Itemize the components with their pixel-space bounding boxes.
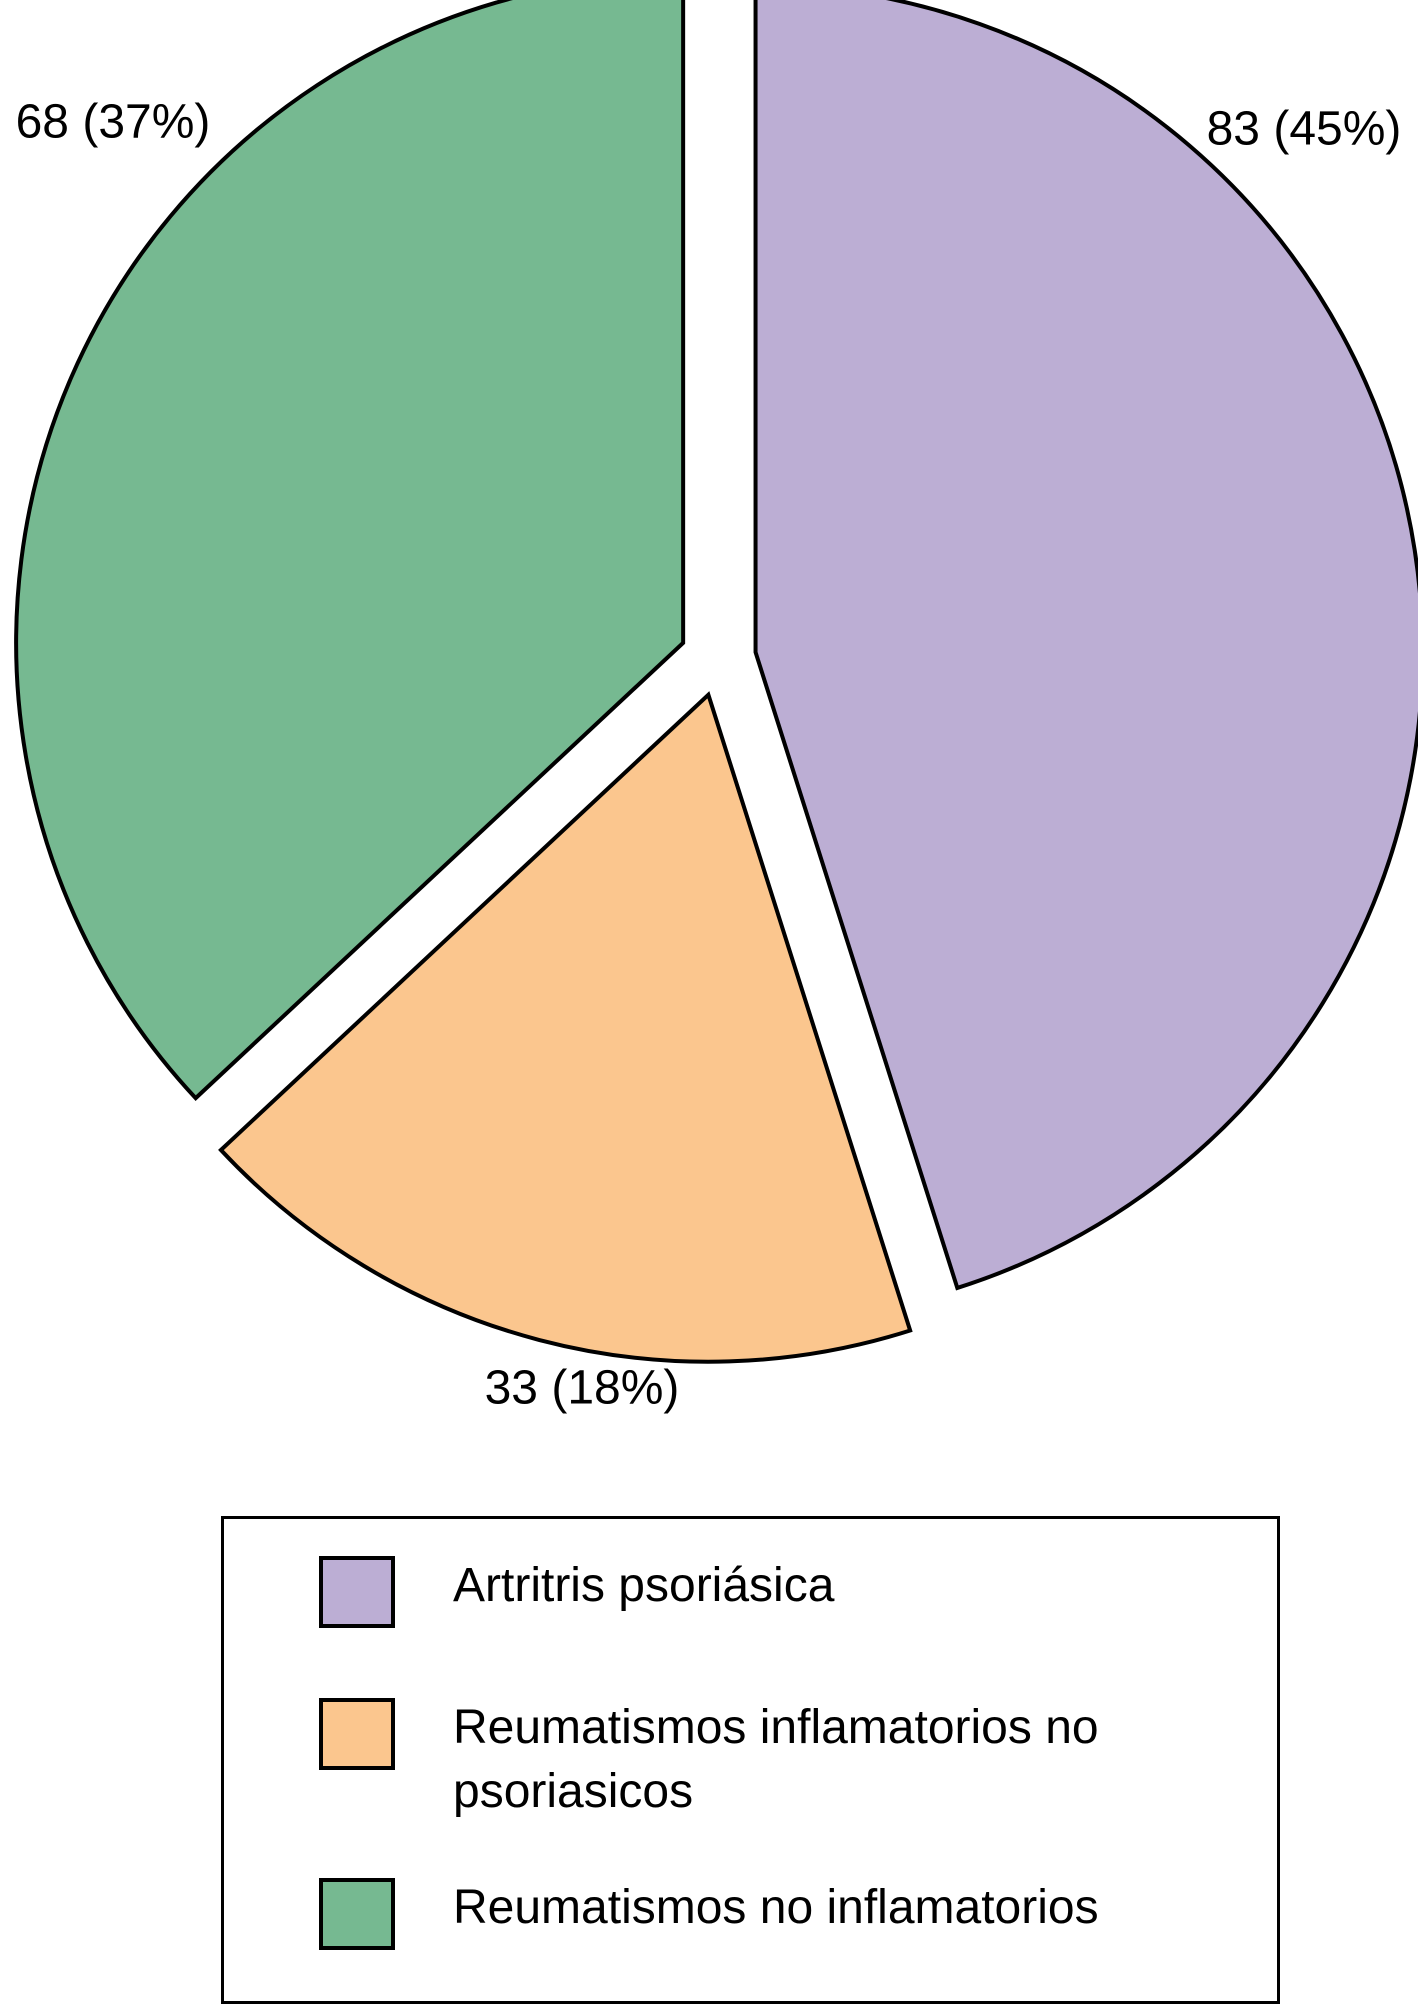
pie-slice: [218, 691, 913, 1364]
legend-swatch: [319, 1698, 395, 1770]
legend-swatch: [319, 1878, 395, 1950]
pie-slice: [753, 0, 1418, 1291]
value-label: 83 (45%): [1207, 103, 1402, 156]
value-label: 33 (18%): [485, 1362, 680, 1415]
chart: 83 (45%) 33 (18%) 68 (37%): [14, 0, 1418, 1415]
legend-label: Reumatismos no inflamatorios: [453, 1881, 1099, 1934]
legend-label: Artritris psoriásica: [453, 1559, 835, 1612]
pie-slice: [14, 0, 686, 1101]
legend: Artritris psoriásica Reumatismos inflamat…: [221, 1516, 1280, 2004]
legend-label: Reumatismos inflamatorios no psoriasicos: [453, 1701, 1099, 1818]
value-label: 68 (37%): [16, 96, 211, 149]
legend-swatch: [319, 1556, 395, 1628]
